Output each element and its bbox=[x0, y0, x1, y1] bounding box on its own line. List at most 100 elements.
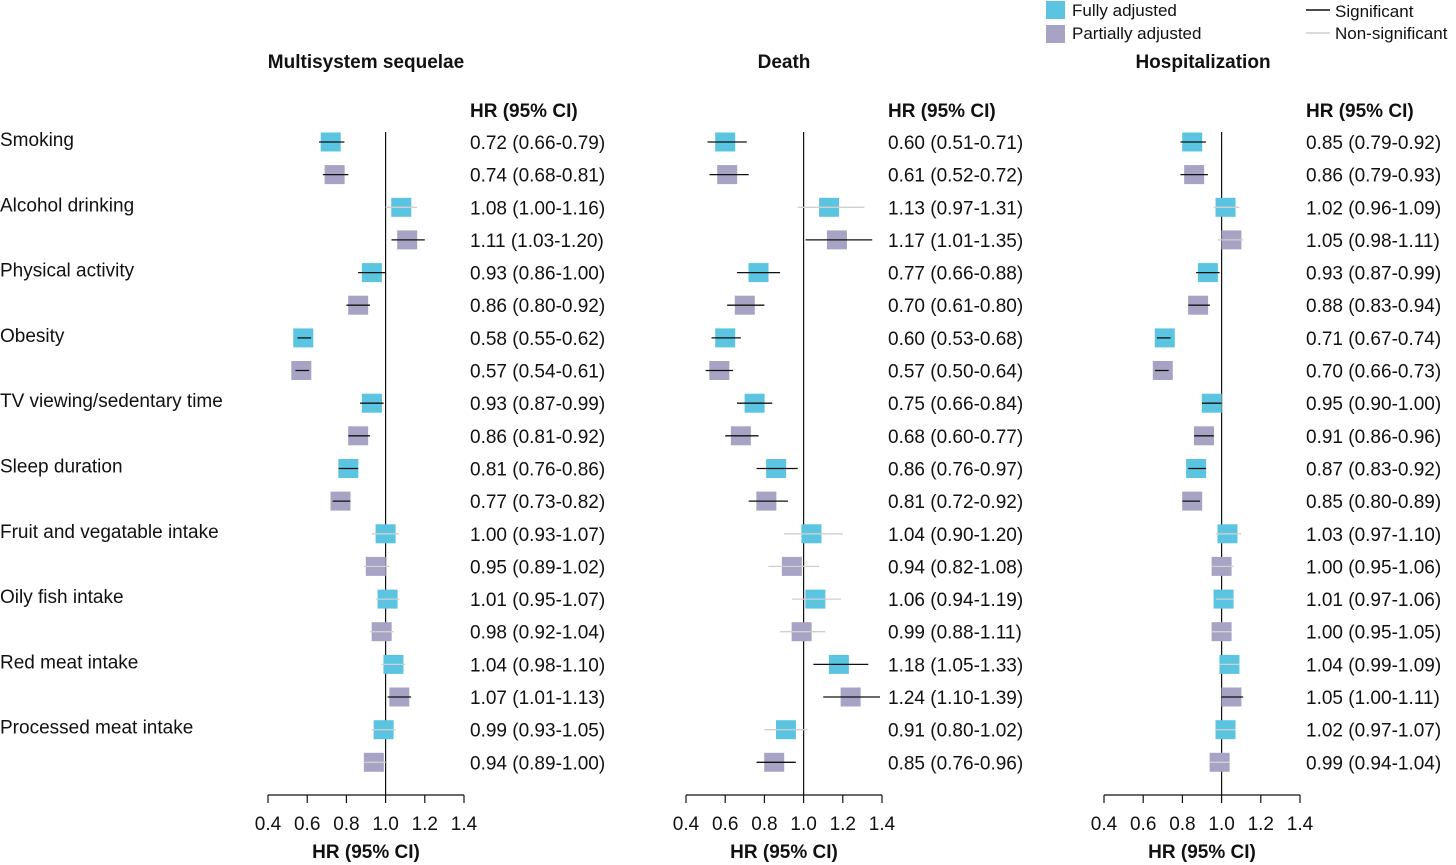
x-tick-label: 1.2 bbox=[1248, 814, 1274, 835]
hr-ci-label: 0.77 (0.73-0.82) bbox=[470, 492, 605, 513]
legend-label-non-significant: Non-significant bbox=[1335, 24, 1448, 43]
hr-ci-label: 0.81 (0.72-0.92) bbox=[888, 492, 1023, 513]
hr-ci-label: 1.18 (1.05-1.33) bbox=[888, 655, 1023, 676]
hr-ci-label: 0.93 (0.87-0.99) bbox=[1306, 264, 1441, 285]
hr-ci-label: 1.13 (0.97-1.31) bbox=[888, 198, 1023, 219]
panel-title: Hospitalization bbox=[1135, 52, 1270, 73]
x-tick-label: 1.4 bbox=[1287, 814, 1314, 835]
hr-ci-label: 0.58 (0.55-0.62) bbox=[470, 329, 605, 350]
hr-ci-label: 0.94 (0.82-1.08) bbox=[888, 557, 1023, 578]
row-label: Obesity bbox=[0, 326, 65, 347]
hr-ci-label: 0.93 (0.87-0.99) bbox=[470, 394, 605, 415]
hr-ci-label: 1.04 (0.99-1.09) bbox=[1306, 655, 1441, 676]
hr-ci-label: 1.06 (0.94-1.19) bbox=[888, 590, 1023, 611]
hr-ci-label: 0.68 (0.60-0.77) bbox=[888, 427, 1023, 448]
table-header: HR (95% CI) bbox=[888, 101, 996, 122]
row-label: Alcohol drinking bbox=[0, 195, 134, 216]
legend-swatch-fully-adjusted bbox=[1046, 1, 1065, 19]
hr-ci-label: 0.72 (0.66-0.79) bbox=[470, 133, 605, 154]
hr-ci-label: 0.88 (0.83-0.94) bbox=[1306, 296, 1441, 317]
hr-ci-label: 0.87 (0.83-0.92) bbox=[1306, 460, 1441, 481]
x-tick-label: 0.8 bbox=[751, 814, 777, 835]
hr-ci-label: 0.60 (0.53-0.68) bbox=[888, 329, 1023, 350]
hr-ci-label: 1.04 (0.90-1.20) bbox=[888, 525, 1023, 546]
hr-ci-label: 0.86 (0.80-0.92) bbox=[470, 296, 605, 317]
hr-ci-label: 0.94 (0.89-1.00) bbox=[470, 753, 605, 774]
row-label: Red meat intake bbox=[0, 652, 138, 673]
row-label: Fruit and vegatable intake bbox=[0, 522, 219, 543]
hr-ci-label: 0.81 (0.76-0.86) bbox=[470, 460, 605, 481]
hr-ci-label: 1.00 (0.93-1.07) bbox=[470, 525, 605, 546]
hr-ci-label: 1.01 (0.97-1.06) bbox=[1306, 590, 1441, 611]
x-tick-label: 1.0 bbox=[1208, 814, 1234, 835]
hr-ci-label: 0.86 (0.79-0.93) bbox=[1306, 166, 1441, 187]
hr-ci-label: 1.00 (0.95-1.05) bbox=[1306, 623, 1441, 644]
x-tick-label: 0.4 bbox=[1091, 814, 1118, 835]
hr-ci-label: 0.71 (0.67-0.74) bbox=[1306, 329, 1441, 350]
x-axis-label: HR (95% CI) bbox=[1148, 842, 1256, 863]
hr-ci-label: 0.86 (0.81-0.92) bbox=[470, 427, 605, 448]
hr-ci-label: 1.00 (0.95-1.06) bbox=[1306, 557, 1441, 578]
legend-label-significant: Significant bbox=[1335, 2, 1414, 21]
x-tick-label: 1.4 bbox=[451, 814, 478, 835]
table-header: HR (95% CI) bbox=[470, 101, 578, 122]
x-tick-label: 1.0 bbox=[790, 814, 816, 835]
hr-ci-label: 1.05 (0.98-1.11) bbox=[1306, 231, 1440, 252]
hr-ci-label: 0.93 (0.86-1.00) bbox=[470, 264, 605, 285]
row-label: Oily fish intake bbox=[0, 587, 124, 608]
hr-ci-label: 0.95 (0.90-1.00) bbox=[1306, 394, 1441, 415]
hr-ci-label: 0.57 (0.54-0.61) bbox=[470, 362, 605, 383]
x-axis-label: HR (95% CI) bbox=[312, 842, 420, 863]
hr-ci-label: 1.02 (0.97-1.07) bbox=[1306, 721, 1441, 742]
hr-ci-label: 1.05 (1.00-1.11) bbox=[1306, 688, 1440, 709]
hr-ci-label: 0.91 (0.86-0.96) bbox=[1306, 427, 1441, 448]
hr-ci-label: 0.99 (0.94-1.04) bbox=[1306, 753, 1441, 774]
panel-title: Death bbox=[758, 52, 811, 73]
hr-ci-label: 0.85 (0.80-0.89) bbox=[1306, 492, 1441, 513]
hr-ci-label: 0.99 (0.88-1.11) bbox=[888, 623, 1022, 644]
hr-ci-label: 0.99 (0.93-1.05) bbox=[470, 721, 605, 742]
row-label: Sleep duration bbox=[0, 457, 123, 478]
hr-ci-label: 1.07 (1.01-1.13) bbox=[470, 688, 605, 709]
hr-ci-label: 1.03 (0.97-1.10) bbox=[1306, 525, 1441, 546]
x-tick-label: 0.6 bbox=[294, 814, 320, 835]
x-tick-label: 0.8 bbox=[1169, 814, 1195, 835]
hr-ci-label: 1.02 (0.96-1.09) bbox=[1306, 198, 1441, 219]
row-label: Processed meat intake bbox=[0, 718, 193, 739]
x-tick-label: 0.6 bbox=[712, 814, 738, 835]
hr-ci-label: 1.24 (1.10-1.39) bbox=[888, 688, 1023, 709]
hr-ci-label: 1.17 (1.01-1.35) bbox=[888, 231, 1023, 252]
hr-ci-label: 0.86 (0.76-0.97) bbox=[888, 460, 1023, 481]
hr-ci-label: 0.98 (0.92-1.04) bbox=[470, 623, 605, 644]
hr-ci-label: 0.57 (0.50-0.64) bbox=[888, 362, 1023, 383]
hr-ci-label: 0.91 (0.80-1.02) bbox=[888, 721, 1023, 742]
hr-ci-label: 0.60 (0.51-0.71) bbox=[888, 133, 1023, 154]
row-label: Physical activity bbox=[0, 261, 135, 282]
x-tick-label: 1.2 bbox=[412, 814, 438, 835]
hr-ci-label: 0.74 (0.68-0.81) bbox=[470, 166, 605, 187]
x-tick-label: 1.0 bbox=[372, 814, 398, 835]
legend-label-fully-adjusted: Fully adjusted bbox=[1072, 1, 1177, 20]
x-tick-label: 1.4 bbox=[869, 814, 896, 835]
hr-ci-label: 0.61 (0.52-0.72) bbox=[888, 166, 1023, 187]
hr-ci-label: 1.11 (1.03-1.20) bbox=[470, 231, 604, 252]
legend-swatch-partially-adjusted bbox=[1046, 25, 1065, 43]
legend-label-partially-adjusted: Partially adjusted bbox=[1072, 24, 1201, 43]
hr-ci-label: 0.85 (0.76-0.96) bbox=[888, 753, 1023, 774]
x-axis-label: HR (95% CI) bbox=[730, 842, 838, 863]
hr-ci-label: 0.77 (0.66-0.88) bbox=[888, 264, 1023, 285]
row-label: TV viewing/sedentary time bbox=[0, 391, 223, 412]
table-header: HR (95% CI) bbox=[1306, 101, 1414, 122]
hr-ci-label: 1.08 (1.00-1.16) bbox=[470, 198, 605, 219]
x-tick-label: 1.2 bbox=[830, 814, 856, 835]
hr-ci-label: 1.01 (0.95-1.07) bbox=[470, 590, 605, 611]
x-tick-label: 0.4 bbox=[255, 814, 282, 835]
hr-ci-label: 1.04 (0.98-1.10) bbox=[470, 655, 605, 676]
x-tick-label: 0.4 bbox=[673, 814, 700, 835]
x-tick-label: 0.8 bbox=[333, 814, 359, 835]
hr-ci-label: 0.70 (0.66-0.73) bbox=[1306, 362, 1441, 383]
hr-ci-label: 0.75 (0.66-0.84) bbox=[888, 394, 1023, 415]
row-label: Smoking bbox=[0, 130, 74, 151]
hr-ci-label: 0.70 (0.61-0.80) bbox=[888, 296, 1023, 317]
